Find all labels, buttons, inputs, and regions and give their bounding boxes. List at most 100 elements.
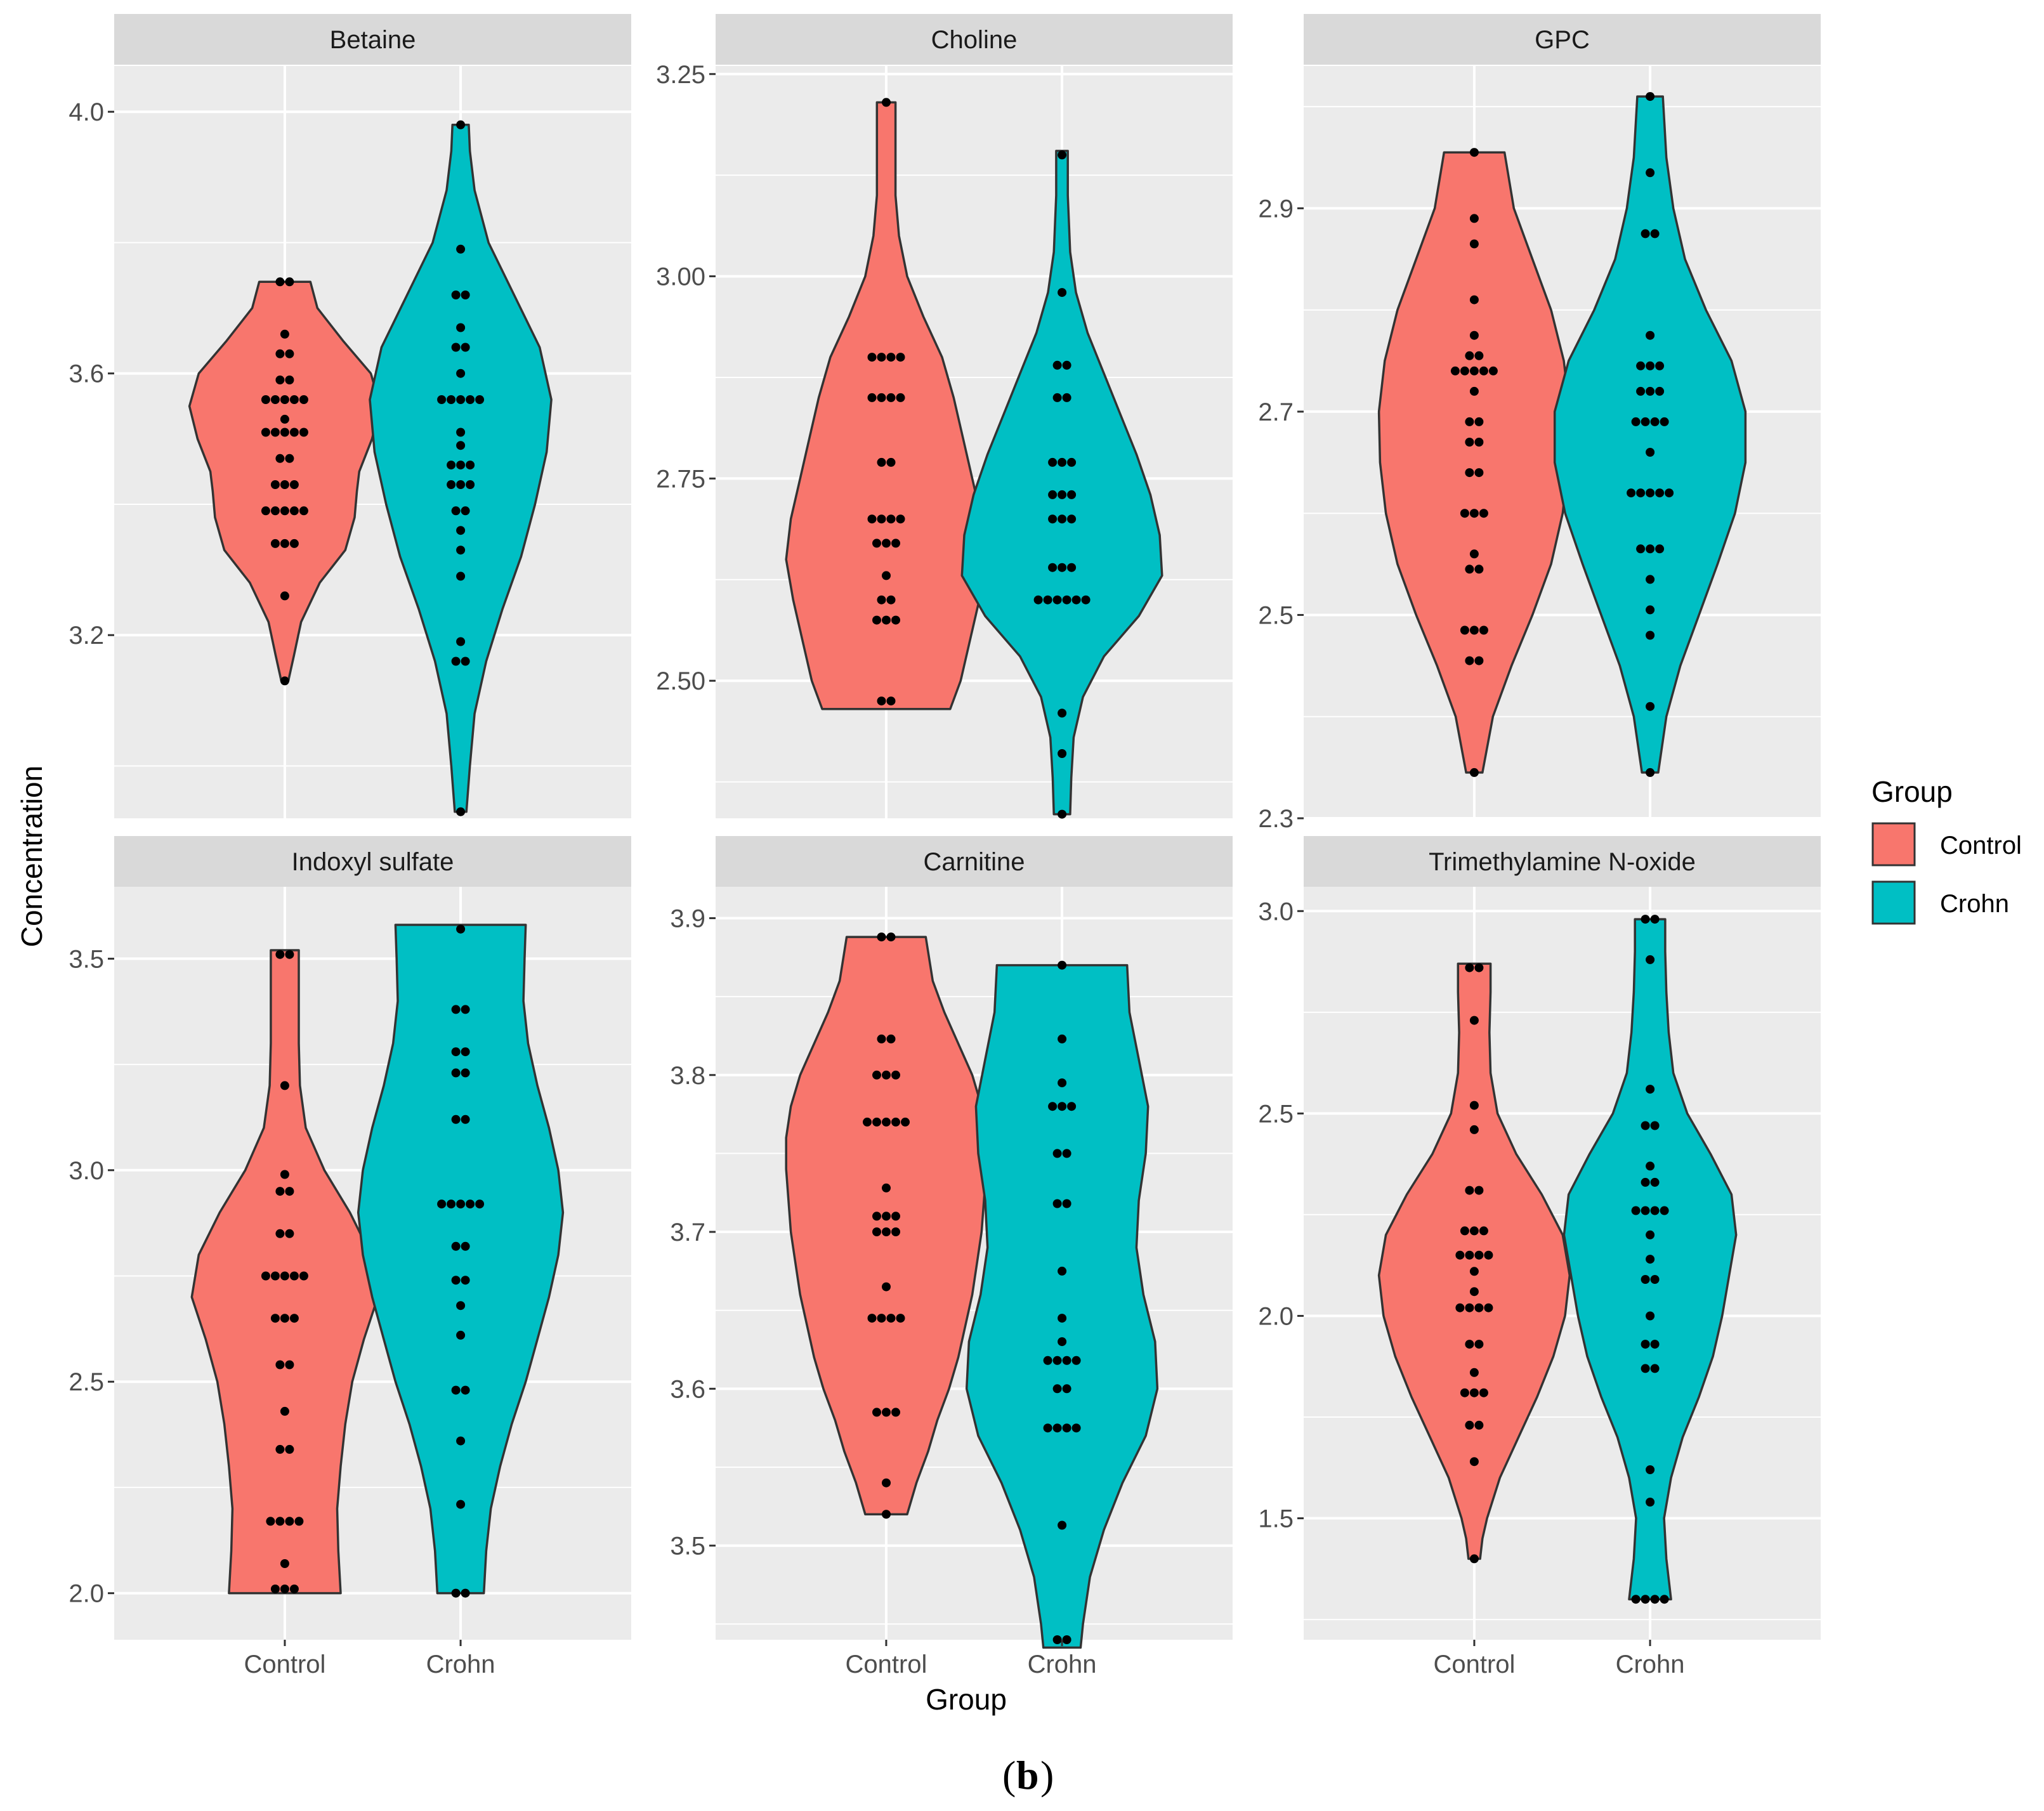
data-point-control bbox=[872, 1117, 881, 1127]
data-point-crohn bbox=[456, 323, 466, 332]
data-point-crohn bbox=[1646, 1230, 1655, 1239]
data-point-crohn bbox=[1655, 386, 1665, 396]
y-tick-label: 2.5 bbox=[1258, 601, 1294, 629]
data-point-control bbox=[877, 514, 886, 524]
data-point-crohn bbox=[456, 1500, 466, 1509]
data-point-crohn bbox=[1631, 1206, 1641, 1215]
data-point-crohn bbox=[1655, 361, 1665, 370]
facet-strip-label: Betaine bbox=[330, 26, 416, 54]
data-point-control bbox=[891, 1212, 900, 1221]
data-point-control bbox=[882, 1408, 891, 1417]
data-point-control bbox=[1465, 1303, 1474, 1312]
data-point-crohn bbox=[1062, 393, 1071, 402]
facet-gpc: GPC 2.3 2.5 2.7 2.9 bbox=[1258, 14, 1821, 833]
x-tick-label: Control bbox=[244, 1651, 325, 1678]
data-point-control bbox=[1469, 1226, 1479, 1236]
data-point-crohn bbox=[451, 1588, 461, 1598]
data-point-crohn bbox=[456, 526, 466, 535]
data-point-control bbox=[280, 1585, 289, 1593]
data-point-crohn bbox=[1062, 1423, 1071, 1433]
data-point-control bbox=[275, 1517, 285, 1526]
data-point-crohn bbox=[1058, 709, 1067, 718]
data-point-control bbox=[1479, 1388, 1488, 1397]
data-point-control bbox=[289, 1314, 299, 1323]
data-point-crohn bbox=[1641, 1121, 1650, 1130]
data-point-crohn bbox=[1646, 168, 1655, 178]
data-point-control bbox=[280, 329, 289, 339]
data-point-crohn bbox=[456, 369, 466, 378]
data-point-control bbox=[275, 1187, 285, 1196]
legend-title: Group bbox=[1871, 775, 1953, 808]
caption-close-paren: ) bbox=[1040, 1753, 1054, 1798]
data-point-crohn bbox=[1665, 488, 1674, 498]
data-point-crohn bbox=[1048, 563, 1058, 572]
data-point-control bbox=[261, 506, 270, 516]
data-point-control bbox=[1474, 1340, 1484, 1349]
data-point-crohn bbox=[456, 428, 466, 437]
data-point-control bbox=[1479, 1226, 1488, 1236]
data-point-crohn bbox=[447, 461, 456, 470]
y-tick-label: 3.0 bbox=[1258, 898, 1294, 925]
data-point-crohn bbox=[1052, 1423, 1062, 1433]
violin-crohn bbox=[1553, 95, 1747, 774]
data-point-crohn bbox=[451, 1047, 461, 1057]
data-point-crohn bbox=[461, 343, 470, 352]
data-point-control bbox=[886, 514, 896, 524]
data-point-control bbox=[882, 1282, 891, 1291]
data-point-crohn bbox=[1641, 417, 1650, 426]
data-point-control bbox=[867, 353, 877, 362]
data-point-control bbox=[1469, 1267, 1479, 1276]
data-point-control bbox=[896, 353, 905, 362]
data-point-control bbox=[280, 428, 289, 437]
data-point-crohn bbox=[461, 1068, 470, 1078]
data-point-crohn bbox=[1052, 1199, 1062, 1208]
legend-key-control bbox=[1871, 822, 1916, 866]
data-point-control bbox=[266, 1517, 275, 1526]
data-point-control bbox=[891, 1408, 900, 1417]
data-point-crohn bbox=[475, 395, 485, 404]
data-point-crohn bbox=[1646, 1085, 1655, 1094]
facet-strip-label: Choline bbox=[931, 26, 1018, 54]
data-point-crohn bbox=[1067, 1102, 1077, 1111]
data-point-crohn bbox=[456, 480, 466, 489]
data-point-crohn bbox=[1058, 1314, 1067, 1323]
data-point-crohn bbox=[1646, 330, 1655, 340]
data-point-crohn bbox=[1641, 1206, 1650, 1215]
data-point-control bbox=[1465, 656, 1474, 665]
data-point-control bbox=[275, 950, 285, 959]
data-point-crohn bbox=[1067, 457, 1077, 467]
data-point-control bbox=[867, 393, 877, 402]
data-point-control bbox=[872, 1227, 881, 1236]
data-point-control bbox=[1460, 1226, 1469, 1236]
data-point-control bbox=[1479, 509, 1488, 518]
data-point-control bbox=[289, 395, 299, 404]
data-point-control bbox=[275, 376, 285, 384]
violin-crohn bbox=[965, 964, 1159, 1649]
data-point-crohn bbox=[1646, 702, 1655, 711]
data-point-crohn bbox=[456, 441, 466, 450]
data-point-control bbox=[285, 950, 294, 959]
data-point-crohn bbox=[437, 395, 447, 404]
data-point-control bbox=[872, 539, 881, 548]
data-point-control bbox=[1474, 656, 1484, 665]
data-point-control bbox=[261, 395, 270, 404]
data-point-crohn bbox=[1048, 490, 1058, 499]
data-point-control bbox=[1450, 366, 1460, 376]
data-point-crohn bbox=[1650, 1340, 1660, 1349]
data-point-control bbox=[1469, 549, 1479, 559]
data-point-control bbox=[1474, 1186, 1484, 1195]
data-point-control bbox=[280, 480, 289, 489]
data-point-control bbox=[1474, 468, 1484, 478]
data-point-control bbox=[882, 1183, 891, 1193]
y-tick-label: 2.9 bbox=[1258, 195, 1294, 223]
data-point-control bbox=[289, 1585, 299, 1593]
data-point-crohn bbox=[461, 657, 470, 666]
facet-strip bbox=[114, 14, 631, 65]
data-point-crohn bbox=[461, 1385, 470, 1395]
data-point-control bbox=[1474, 963, 1484, 972]
y-axis-title: Concentration bbox=[15, 766, 48, 947]
panel-background bbox=[716, 66, 1233, 818]
data-point-crohn bbox=[1660, 1206, 1669, 1215]
y-tick-label: 3.2 bbox=[69, 622, 104, 650]
y-tick-label: 2.5 bbox=[69, 1368, 104, 1396]
